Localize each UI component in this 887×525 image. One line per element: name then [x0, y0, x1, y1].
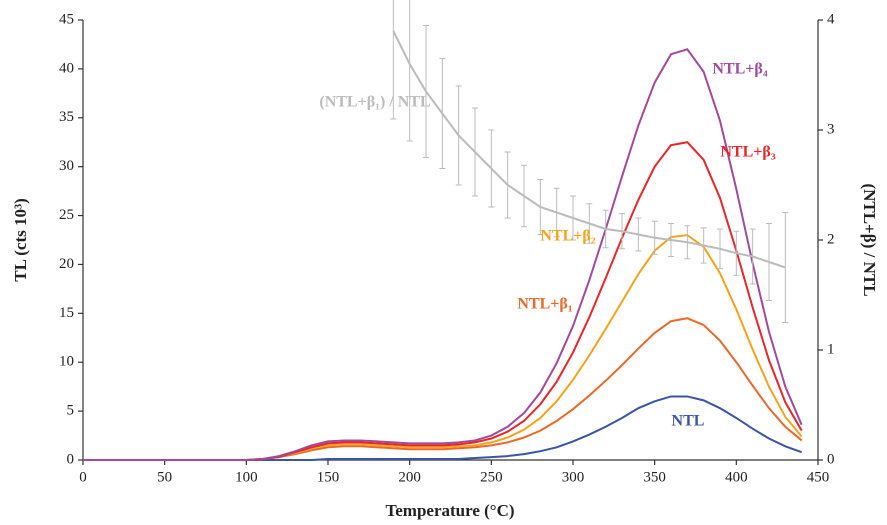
y-axis-label: TL (cts 10³): [11, 198, 30, 281]
series-line: [392, 30, 786, 269]
annotation: NTL+β₄: [712, 61, 767, 78]
x-tick-label: 450: [807, 469, 830, 485]
x-tick-label: 400: [725, 469, 748, 485]
annotation: NTL+β₂: [540, 228, 595, 245]
y-tick-label: 10: [59, 354, 74, 370]
x-tick-label: 100: [235, 469, 258, 485]
y-tick-label: 35: [59, 109, 74, 125]
annotation: NTL+β₁: [517, 296, 572, 313]
annotation: NTL+β₃: [720, 144, 775, 161]
x-tick-label: 300: [562, 469, 585, 485]
y2-tick-label: 0: [827, 451, 835, 467]
x-tick-label: 350: [643, 469, 666, 485]
y2-tick-label: 1: [827, 341, 835, 357]
y-tick-label: 30: [59, 158, 74, 174]
y-tick-label: 15: [59, 305, 74, 321]
y2-tick-label: 2: [827, 231, 835, 247]
annotation: (NTL+β₁) / NTL: [319, 94, 430, 111]
y2-axis-label: (NTL+β) / NTL: [860, 183, 879, 296]
x-tick-label: 150: [317, 469, 340, 485]
x-axis-label: Temperature (°C): [385, 501, 514, 520]
y-tick-label: 20: [59, 256, 74, 272]
x-tick-label: 50: [157, 469, 172, 485]
x-tick-label: 200: [398, 469, 421, 485]
y-tick-label: 5: [67, 403, 75, 419]
annotation: NTL: [672, 413, 705, 430]
series-line: [83, 317, 803, 461]
y-tick-label: 40: [59, 60, 74, 76]
y-tick-label: 25: [59, 207, 74, 223]
error-bar: [390, 0, 397, 120]
y-tick-label: 45: [59, 11, 74, 27]
y2-tick-label: 3: [827, 121, 835, 137]
series-line: [83, 48, 803, 461]
x-tick-label: 250: [480, 469, 503, 485]
y2-tick-label: 4: [827, 11, 835, 27]
y-tick-label: 0: [67, 451, 75, 467]
error-bar: [406, 0, 413, 142]
x-tick-label: 0: [79, 469, 87, 485]
